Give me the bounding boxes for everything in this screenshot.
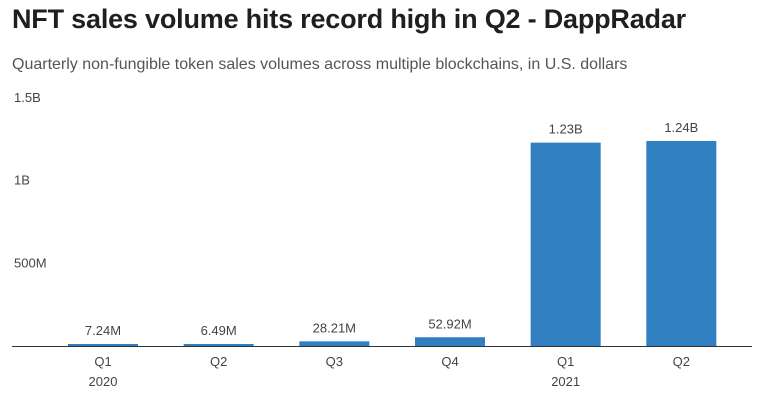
bar-value-label: 1.23B xyxy=(549,122,583,137)
x-tick-label: Q3 xyxy=(326,354,343,369)
bar-value-label: 1.24B xyxy=(664,120,698,135)
bar xyxy=(68,344,138,346)
y-tick-label: 1.5B xyxy=(14,90,41,105)
bar xyxy=(415,337,485,346)
x-tick-label: Q1 xyxy=(94,354,111,369)
chart-title: NFT sales volume hits record high in Q2 … xyxy=(12,4,686,34)
bar xyxy=(646,140,717,346)
y-axis-ticks: 1.5B 1B 500M xyxy=(14,90,47,270)
category-labels: Q1 Q2 Q3 Q4 Q1 Q2 xyxy=(94,354,690,369)
chart-subtitle: Quarterly non-fungible token sales volum… xyxy=(12,56,628,73)
bar xyxy=(183,344,254,346)
year-labels: 2020 2021 xyxy=(89,374,581,389)
bars xyxy=(68,140,717,346)
bar xyxy=(530,142,601,346)
x-tick-label: Q1 xyxy=(557,354,574,369)
x-tick-label: Q4 xyxy=(441,354,458,369)
x-year-label: 2020 xyxy=(89,374,118,389)
value-labels: 7.24M 6.49M 28.21M 52.92M 1.23B 1.24B xyxy=(85,120,698,338)
x-year-label: 2021 xyxy=(551,374,580,389)
bar-value-label: 6.49M xyxy=(201,323,237,338)
bar-value-label: 7.24M xyxy=(85,323,121,338)
bar-value-label: 28.21M xyxy=(313,320,356,335)
y-tick-label: 500M xyxy=(14,255,47,270)
x-tick-label: Q2 xyxy=(673,354,690,369)
x-tick-label: Q2 xyxy=(210,354,227,369)
y-tick-label: 1B xyxy=(14,173,30,188)
bar xyxy=(299,341,370,346)
bar-value-label: 52.92M xyxy=(428,316,471,331)
